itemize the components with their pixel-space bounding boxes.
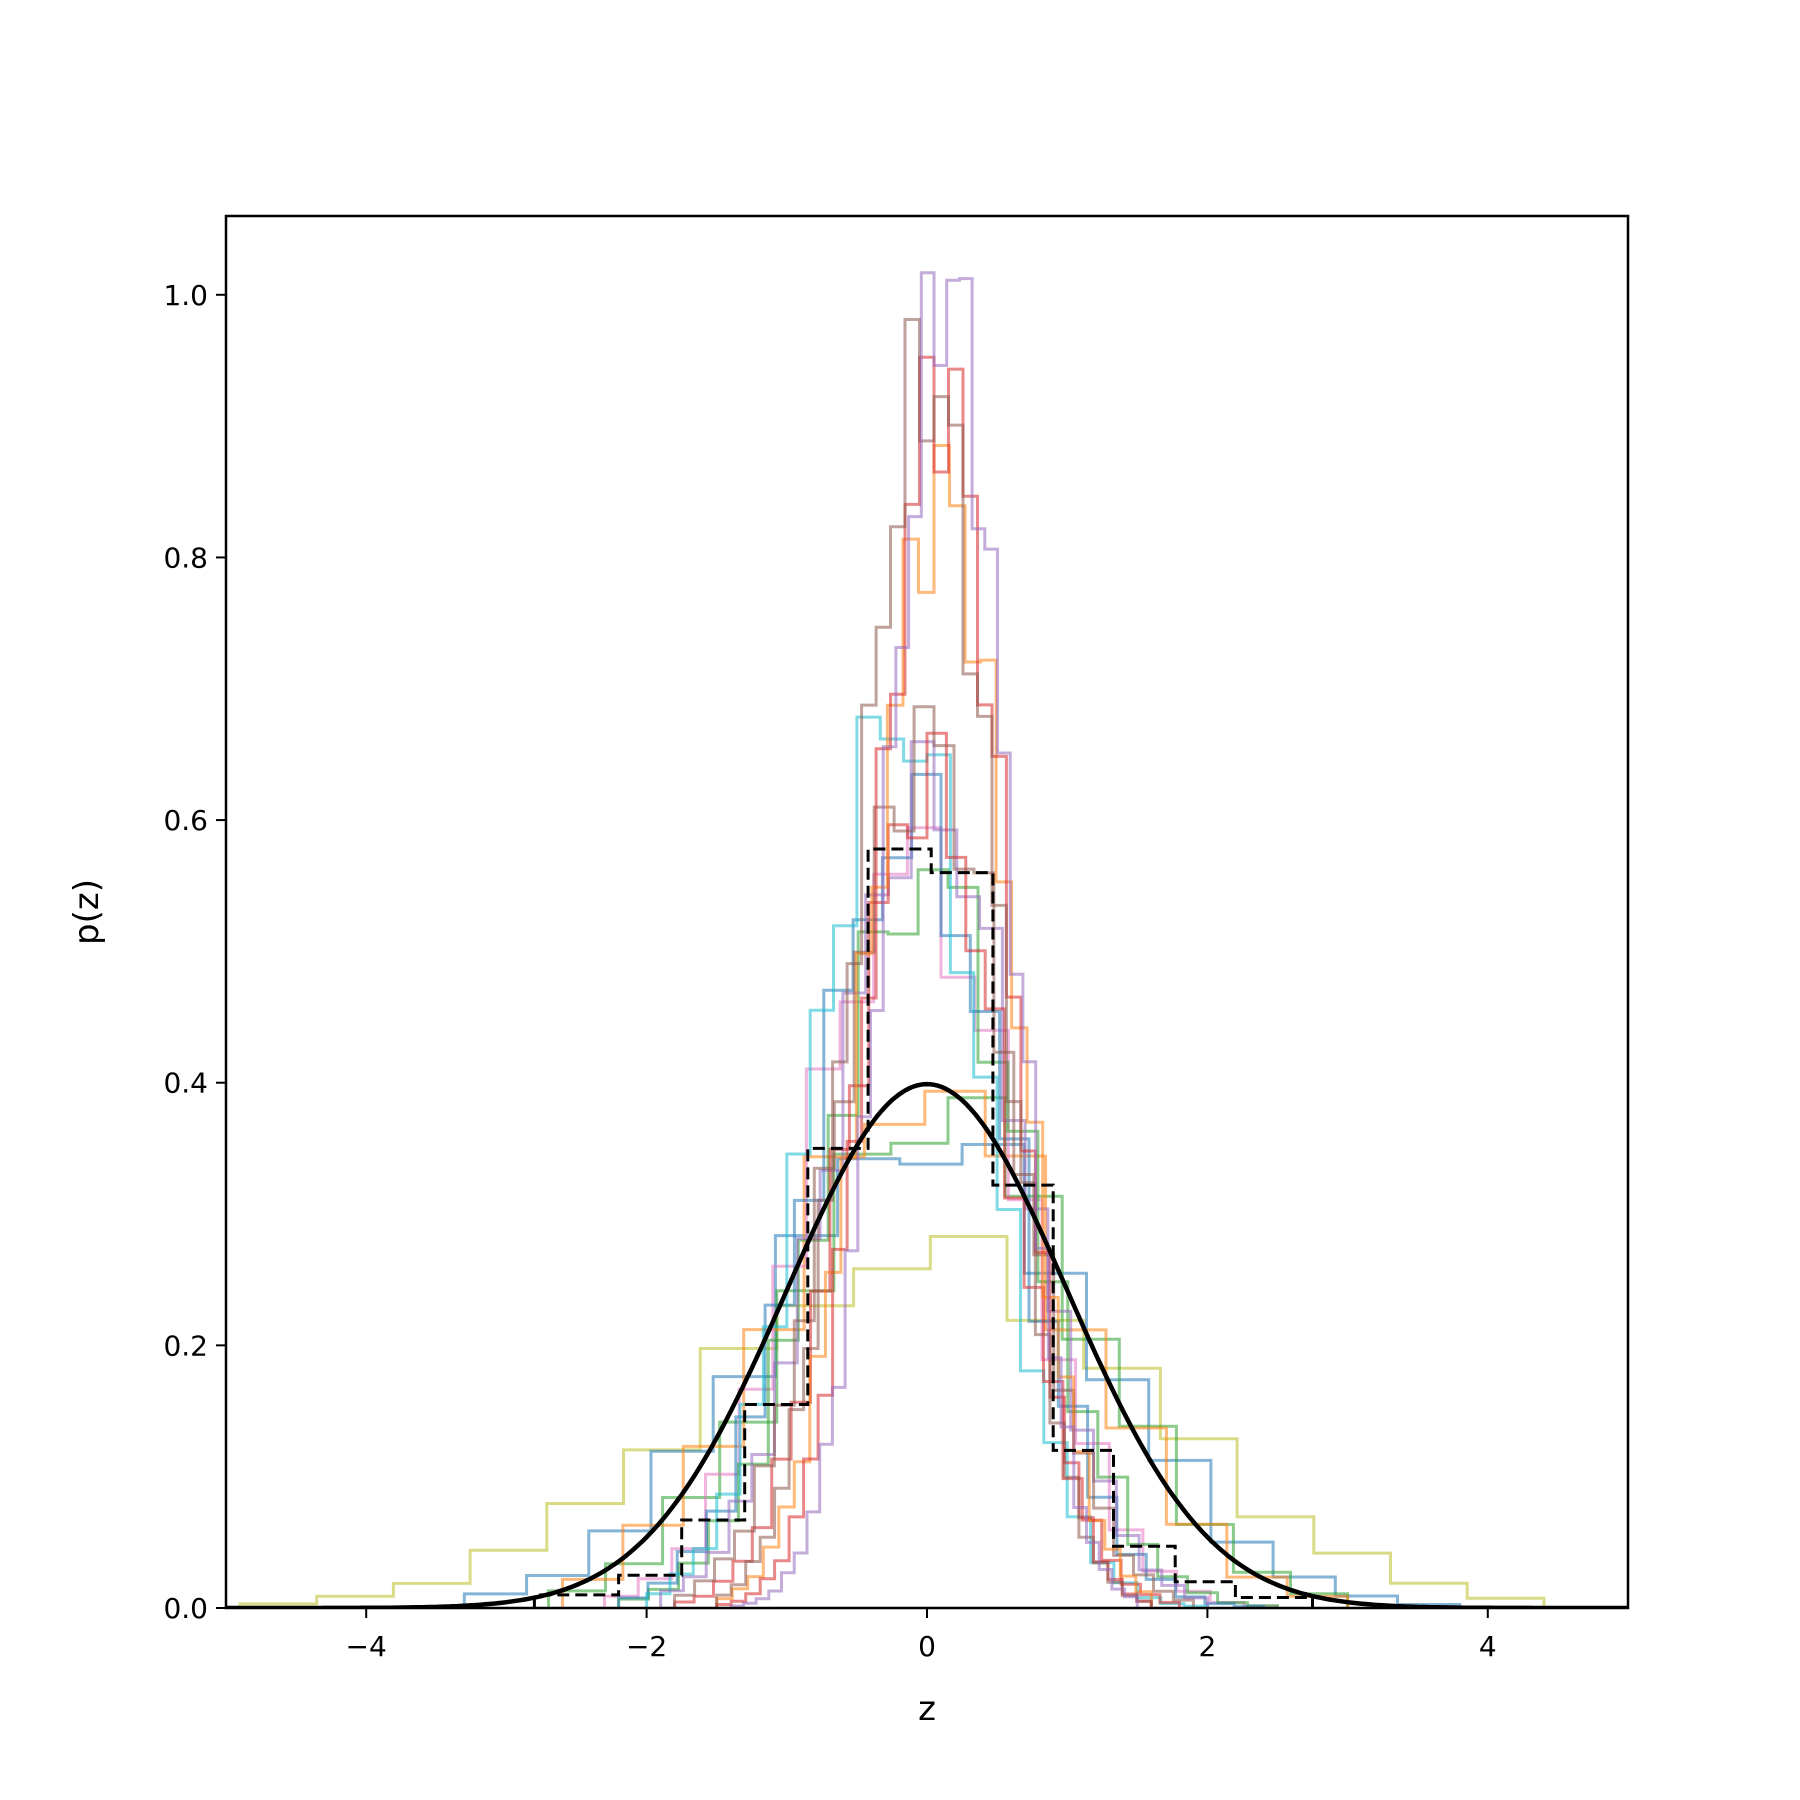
histogram-series-15 [729, 271, 1139, 1608]
histogram-series-14 [715, 318, 1153, 1608]
x-tick-label: 4 [1479, 1630, 1497, 1663]
normal-pdf-curve [226, 1081, 1628, 1608]
y-tick-label: 0.4 [163, 1067, 208, 1100]
y-tick-label: 0.0 [163, 1592, 208, 1625]
reference-layer [226, 847, 1628, 1608]
histogram-series-10 [673, 731, 1181, 1608]
x-tick-label: −4 [346, 1630, 387, 1663]
histogram-series-1 [238, 1235, 1546, 1608]
histogram-series-9 [659, 740, 1209, 1608]
x-axis-label: z [918, 1689, 936, 1729]
histogram-series-3 [547, 1096, 1350, 1608]
y-axis-label: p(z) [67, 879, 107, 945]
x-tick-label: −2 [626, 1630, 667, 1663]
x-axis: −4 −2 0 2 4 [346, 1608, 1497, 1663]
y-tick-label: 0.6 [163, 804, 208, 837]
histogram-series-12 [715, 444, 1153, 1608]
reference-histogram-dashed [532, 847, 1314, 1608]
y-tick-label: 1.0 [163, 279, 208, 312]
y-axis: 0.0 0.2 0.4 0.6 0.8 1.0 [163, 279, 226, 1625]
x-tick-label: 0 [918, 1630, 936, 1663]
y-tick-label: 0.2 [163, 1329, 208, 1362]
histogram-series-2 [462, 1143, 1462, 1608]
histogram-series-4 [561, 1089, 1350, 1608]
y-tick-label: 0.8 [163, 541, 208, 574]
x-tick-label: 2 [1198, 1630, 1216, 1663]
